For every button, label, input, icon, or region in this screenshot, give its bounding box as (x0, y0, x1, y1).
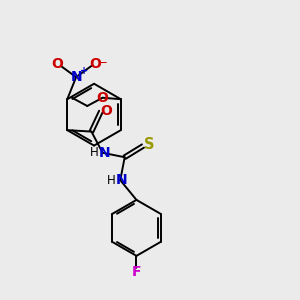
Text: O: O (100, 104, 112, 118)
Text: +: + (80, 66, 88, 76)
Text: O: O (97, 91, 109, 105)
Text: N: N (116, 173, 127, 187)
Text: H: H (89, 146, 98, 159)
Text: O: O (89, 58, 101, 71)
Text: N: N (98, 146, 110, 160)
Text: O: O (51, 58, 63, 71)
Text: F: F (132, 265, 141, 279)
Text: H: H (107, 174, 116, 187)
Text: S: S (144, 137, 154, 152)
Text: N: N (70, 70, 82, 84)
Text: −: − (98, 56, 108, 69)
